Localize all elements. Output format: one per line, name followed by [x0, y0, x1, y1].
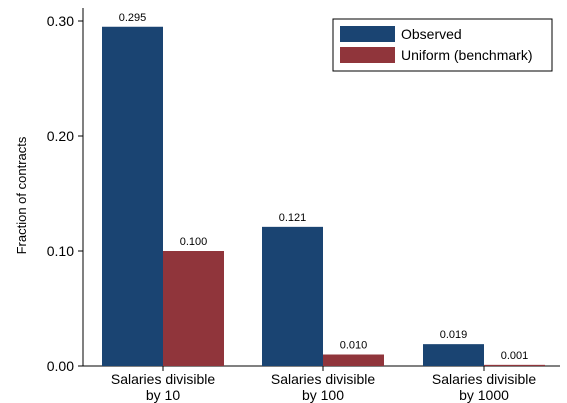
data-label: 0.001 [501, 350, 529, 362]
x-tick-label: Salaries divisible by 10 [111, 371, 215, 403]
y-axis-title: Fraction of contracts [14, 136, 29, 254]
data-label: 0.100 [180, 236, 208, 248]
y-tick-label: 0.00 [47, 358, 74, 374]
data-label: 0.010 [340, 340, 368, 352]
legend-swatch [340, 47, 395, 63]
x-axis: Salaries divisible by 10 Salaries divisibl… [83, 365, 560, 403]
legend-swatch [340, 26, 395, 42]
bar-observed-1 [262, 226, 323, 366]
bars-group [102, 26, 545, 366]
legend: Observed Uniform (benchmark) [332, 18, 553, 72]
data-label: 0.019 [440, 329, 468, 341]
y-axis: 0.00 0.10 0.20 0.30 [47, 8, 84, 374]
x-tick-label: Salaries divisible by 100 [271, 371, 375, 403]
bar-observed-0 [102, 26, 163, 366]
data-label: 0.121 [279, 212, 307, 224]
y-tick-label: 0.10 [47, 243, 74, 259]
legend-label: Observed [401, 26, 462, 42]
data-labels-group: 0.295 0.121 0.019 0.100 0.010 0.001 [119, 12, 529, 362]
x-tick-label: Salaries divisible by 1000 [432, 371, 536, 403]
bar-uniform-1 [323, 354, 384, 366]
bar-uniform-2 [484, 364, 545, 366]
y-tick-label: 0.20 [47, 128, 74, 144]
bar-uniform-0 [163, 251, 224, 366]
legend-label: Uniform (benchmark) [401, 47, 532, 63]
data-label: 0.295 [119, 12, 147, 24]
y-tick-label: 0.30 [47, 13, 74, 29]
bar-observed-2 [423, 344, 484, 366]
